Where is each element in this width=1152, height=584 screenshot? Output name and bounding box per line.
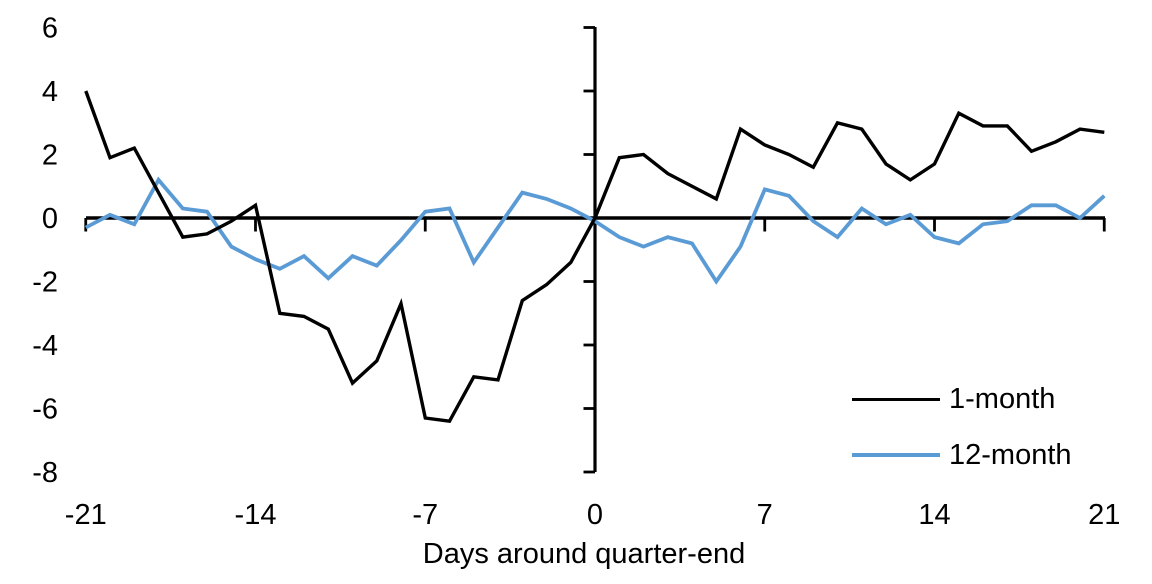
legend-item-1-month: 1-month: [852, 383, 1072, 415]
x-tick-label: -14: [235, 499, 277, 531]
y-tick-label: -6: [32, 394, 58, 426]
x-tick-label: 21: [1088, 499, 1120, 531]
legend-line-sample-black: [852, 397, 940, 401]
y-tick-label: -8: [32, 457, 58, 489]
series-line-1-month: [84, 90, 1105, 424]
y-tick-label: 4: [42, 76, 58, 108]
legend-line-sample-blue: [852, 453, 940, 457]
legend: 1-month 12-month: [852, 383, 1072, 471]
x-tick-label: 0: [587, 499, 603, 531]
x-axis-title: Days around quarter-end: [422, 538, 746, 570]
y-tick-label: -2: [32, 267, 58, 299]
y-tick-label: -4: [32, 330, 58, 362]
y-tick-label: 2: [42, 140, 58, 172]
x-tick-label: 14: [918, 499, 950, 531]
legend-label-12-month: 12-month: [949, 439, 1072, 471]
legend-item-12-month: 12-month: [852, 439, 1072, 471]
y-tick-label: 6: [42, 13, 58, 45]
x-tick-label: 7: [757, 499, 773, 531]
x-tick-label: -7: [412, 499, 438, 531]
x-tick-label: -21: [65, 499, 107, 531]
y-tick-label: 0: [42, 203, 58, 235]
legend-label-1-month: 1-month: [949, 383, 1056, 415]
